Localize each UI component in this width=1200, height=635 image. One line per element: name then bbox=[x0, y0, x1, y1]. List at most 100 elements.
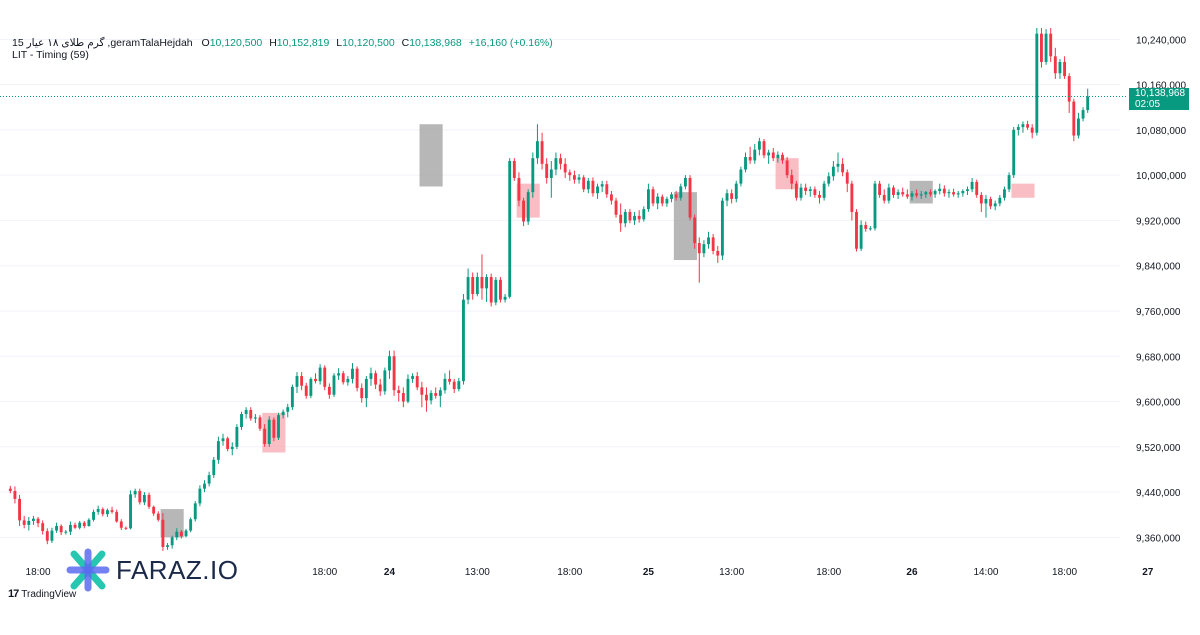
candle-body bbox=[429, 393, 433, 401]
candle bbox=[656, 193, 660, 210]
candle bbox=[683, 175, 687, 190]
candle-body bbox=[142, 494, 146, 503]
price-tick-label: 9,360,000 bbox=[1136, 533, 1181, 544]
candle-body bbox=[480, 277, 484, 289]
candle bbox=[693, 214, 697, 249]
candle-body bbox=[651, 189, 655, 204]
candle-body bbox=[355, 368, 359, 388]
candle-body bbox=[438, 390, 442, 396]
candle bbox=[1035, 28, 1039, 136]
candle-body bbox=[147, 494, 151, 507]
candle-body bbox=[859, 224, 863, 249]
time-tick-label: 24 bbox=[384, 567, 396, 578]
candle bbox=[378, 378, 382, 396]
candle bbox=[101, 507, 105, 517]
candle-body bbox=[193, 503, 197, 520]
candle bbox=[600, 180, 604, 193]
time-axis[interactable]: 18:00 18:00 24 13:00 18:00 25 13:00 18:00 26 14:0… bbox=[26, 567, 1200, 578]
symbol-name[interactable]: گرم طلای ۱۸ عیار 15 ,geramTalaHejdah bbox=[12, 37, 193, 49]
candle-body bbox=[45, 531, 49, 541]
tradingview-name: TradingView bbox=[21, 588, 77, 600]
candle bbox=[989, 196, 993, 210]
candle bbox=[471, 272, 475, 300]
candle-body bbox=[8, 488, 12, 491]
candle-body bbox=[582, 177, 586, 190]
candle bbox=[68, 521, 72, 536]
tradingview-logo[interactable]: 17 TradingView bbox=[8, 588, 76, 600]
candle bbox=[864, 221, 868, 232]
candle-body bbox=[457, 381, 461, 390]
candle bbox=[799, 183, 803, 201]
close-label: C bbox=[401, 37, 410, 49]
candle-body bbox=[660, 196, 664, 204]
candle bbox=[781, 152, 784, 164]
candle bbox=[105, 508, 109, 517]
candle bbox=[1077, 112, 1080, 139]
candle-body bbox=[716, 250, 720, 256]
candle-body bbox=[545, 163, 549, 178]
candle bbox=[286, 403, 290, 418]
candle-body bbox=[947, 192, 951, 194]
candle bbox=[568, 169, 572, 181]
candle-body bbox=[105, 510, 109, 515]
candle bbox=[374, 370, 378, 390]
candle bbox=[360, 383, 364, 403]
candle bbox=[415, 372, 419, 391]
candle bbox=[1003, 186, 1006, 201]
candle bbox=[785, 157, 789, 178]
close-value: 10,138,968 bbox=[409, 37, 462, 49]
candle-body bbox=[739, 169, 743, 184]
candle-body bbox=[152, 506, 156, 514]
candle-body bbox=[781, 154, 784, 161]
candle bbox=[670, 192, 673, 203]
candle bbox=[351, 363, 354, 384]
price-axis[interactable]: 10,240,000 10,160,000 10,080,000 10,000,000… bbox=[1136, 35, 1186, 544]
candle bbox=[873, 180, 877, 231]
candle bbox=[55, 522, 58, 533]
candle bbox=[734, 180, 738, 203]
candle bbox=[346, 376, 350, 386]
candle bbox=[27, 516, 31, 531]
candle-body bbox=[933, 190, 937, 195]
candle bbox=[762, 138, 766, 159]
candle-body bbox=[87, 519, 91, 527]
candle-body bbox=[68, 524, 72, 532]
candle bbox=[970, 177, 974, 193]
candle bbox=[818, 190, 821, 204]
candle-body bbox=[901, 192, 905, 195]
candle-body bbox=[110, 510, 114, 512]
candle bbox=[244, 407, 248, 419]
candle-body bbox=[82, 522, 86, 527]
candle bbox=[327, 383, 331, 399]
candle bbox=[462, 294, 465, 385]
candle-body bbox=[184, 530, 188, 537]
candle bbox=[998, 194, 1002, 207]
candle bbox=[753, 144, 757, 164]
open-label: O bbox=[201, 37, 210, 49]
candle-body bbox=[586, 180, 590, 190]
candle bbox=[341, 370, 345, 385]
candle bbox=[979, 192, 983, 212]
candle-body bbox=[970, 181, 974, 190]
candle-body bbox=[905, 194, 909, 197]
candle-body bbox=[161, 519, 165, 547]
indicator-label[interactable]: LIT - Timing (59) bbox=[12, 49, 89, 61]
timing-zone bbox=[160, 509, 184, 538]
candle bbox=[235, 424, 239, 450]
candle bbox=[221, 433, 225, 446]
timing-zone bbox=[419, 124, 443, 187]
candle bbox=[355, 366, 359, 392]
candle bbox=[633, 211, 636, 225]
candle bbox=[628, 209, 632, 224]
candle bbox=[623, 209, 627, 228]
candle-body bbox=[683, 177, 687, 187]
price-tick-label: 9,920,000 bbox=[1136, 216, 1181, 227]
candle bbox=[993, 200, 997, 211]
candle bbox=[207, 471, 211, 487]
candle-body bbox=[332, 375, 336, 395]
candle-body bbox=[1081, 110, 1085, 119]
candle-body bbox=[1035, 33, 1039, 133]
time-tick-label: 26 bbox=[906, 567, 918, 578]
